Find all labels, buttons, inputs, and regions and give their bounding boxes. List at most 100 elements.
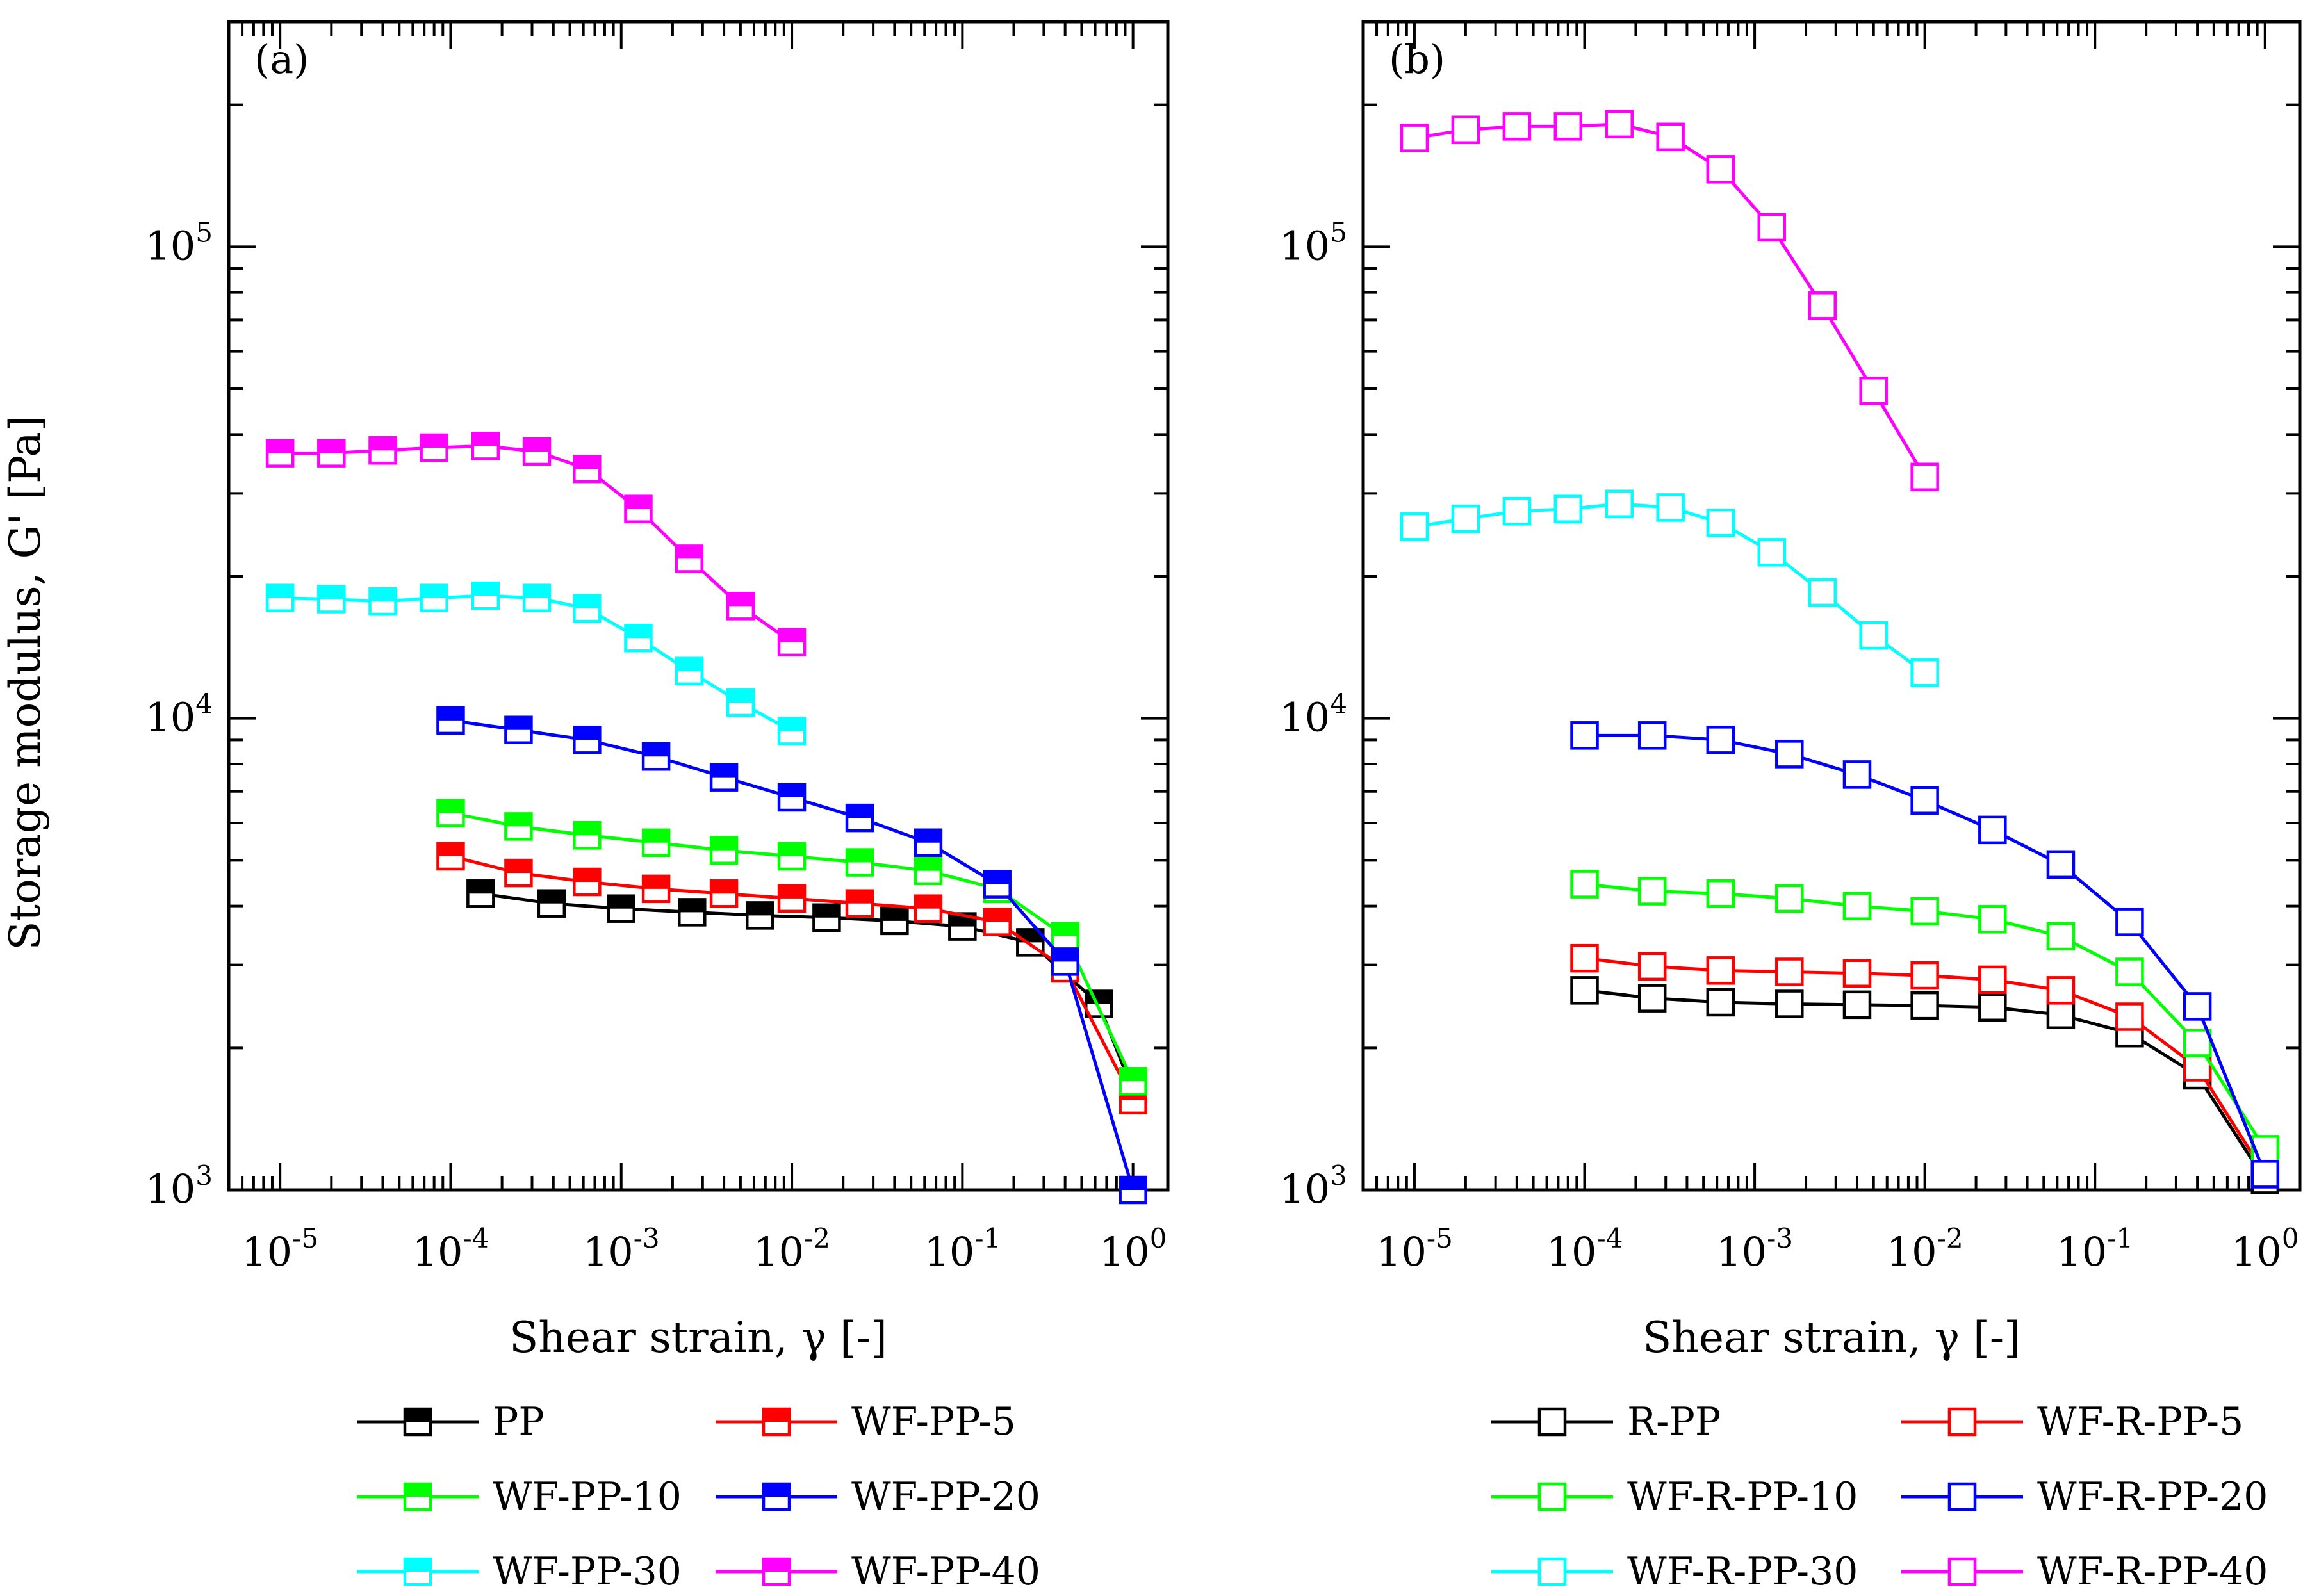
marker-outline <box>420 433 448 462</box>
marker-outline <box>641 828 671 858</box>
marker-outline <box>573 820 602 850</box>
marker-fill <box>711 881 737 894</box>
data-point <box>1775 884 1804 913</box>
marker-background <box>1844 991 1870 1018</box>
marker-background <box>1776 885 1803 911</box>
data-point <box>1119 1067 1147 1096</box>
marker-background <box>1758 539 1785 566</box>
y-tick-base: 10 <box>145 694 195 741</box>
data-point <box>1637 952 1667 981</box>
marker-outline <box>403 1482 432 1511</box>
x-tick-base: 10 <box>242 1228 292 1275</box>
marker-outline <box>466 879 495 908</box>
marker-fill <box>779 784 805 797</box>
marker-fill <box>505 813 532 827</box>
data-point <box>573 820 602 850</box>
legend-label: WF-PP-20 <box>851 1474 1040 1519</box>
marker-outline <box>1451 504 1480 533</box>
marker-fill <box>711 837 737 851</box>
x-tick-base: 10 <box>413 1228 463 1275</box>
data-point <box>1910 991 1939 1020</box>
panel-b: 10-5 10-4 10-3 10-2 10-1 100103104105(b)Shear… <box>1279 20 2302 1594</box>
data-point <box>504 715 533 745</box>
legend-item-wf-r-pp-5: WF-R-PP-5 <box>1901 1399 2243 1444</box>
marker-outline <box>1842 959 1872 988</box>
marker-outline <box>777 628 807 657</box>
marker-outline <box>1553 494 1583 523</box>
marker-outline <box>777 783 807 812</box>
marker-outline <box>1016 928 1045 957</box>
marker-background <box>1844 960 1870 986</box>
data-point <box>1570 721 1599 750</box>
marker-outline <box>812 903 841 932</box>
marker-background <box>1707 510 1733 536</box>
marker-outline <box>1051 947 1079 976</box>
y-tick-exponent: 3 <box>195 1160 213 1191</box>
marker-background <box>1844 761 1870 788</box>
marker-outline <box>709 836 739 865</box>
marker-outline <box>1706 988 1735 1017</box>
data-point <box>607 894 636 923</box>
marker-fill <box>814 904 840 918</box>
legend-label: R-PP <box>1627 1399 1721 1444</box>
marker-fill <box>405 1484 430 1497</box>
legend-label: WF-PP-10 <box>493 1474 682 1519</box>
data-point <box>1808 578 1837 607</box>
x-tick-label: 100 <box>2231 1223 2299 1275</box>
y-tick-label: 105 <box>145 216 213 269</box>
marker-outline <box>1775 957 1804 986</box>
marker-fill <box>438 843 464 856</box>
marker-fill <box>438 707 464 721</box>
marker-fill <box>847 805 873 818</box>
data-point <box>1570 976 1599 1005</box>
data-point <box>1119 1175 1147 1205</box>
marker-outline <box>1757 538 1786 567</box>
data-point <box>573 867 602 897</box>
marker-outline <box>1842 892 1872 920</box>
marker-outline <box>1842 990 1872 1020</box>
marker-background <box>1539 1559 1565 1584</box>
marker-outline <box>420 583 448 612</box>
x-tick-label: 10-2 <box>1887 1223 1963 1275</box>
marker-background <box>1571 945 1598 972</box>
data-point <box>745 901 774 930</box>
marker-fill <box>370 589 396 602</box>
marker-outline <box>573 726 602 754</box>
data-point <box>845 803 874 833</box>
marker-fill <box>468 881 494 894</box>
data-point <box>709 763 739 792</box>
marker-fill <box>847 849 873 863</box>
marker-outline <box>2046 922 2076 951</box>
tick-marks <box>1362 20 2300 1191</box>
marker-outline <box>675 544 703 573</box>
legend-marker <box>1947 1407 1977 1437</box>
marker-outline <box>624 494 653 523</box>
marker-outline <box>880 906 909 936</box>
y-tick-label: 104 <box>145 688 213 741</box>
marker-outline <box>1605 489 1634 518</box>
legend-item-pp: PP <box>357 1399 545 1444</box>
data-point <box>1978 993 2007 1022</box>
legend-marker <box>762 1482 791 1511</box>
marker-outline <box>1400 124 1429 152</box>
y-axis-title: Storage modulus, G' [Pa] <box>1 415 50 950</box>
marker-fill <box>421 434 447 448</box>
marker-outline <box>522 583 552 612</box>
y-tick-exponent: 3 <box>1330 1160 1347 1191</box>
legend: PP WF-PP-5 WF-PP-10 WF-PP-20 WF-PP-30 WF-PP-4… <box>357 1399 1040 1594</box>
y-tick-label: 103 <box>1279 1160 1347 1212</box>
marker-outline <box>726 592 755 621</box>
marker-background <box>1539 1409 1565 1435</box>
marker-fill <box>523 585 550 598</box>
data-point <box>1400 124 1429 152</box>
marker-fill <box>984 909 1010 922</box>
x-tick-label: 10-5 <box>242 1223 318 1275</box>
data-point <box>2046 976 2076 1005</box>
data-point <box>1706 956 1735 985</box>
marker-outline <box>1947 1407 1977 1437</box>
y-tick-label: 105 <box>1279 216 1347 269</box>
data-point <box>1553 494 1583 523</box>
data-point <box>1842 892 1872 920</box>
marker-outline <box>641 742 671 771</box>
marker-outline <box>1757 213 1786 242</box>
